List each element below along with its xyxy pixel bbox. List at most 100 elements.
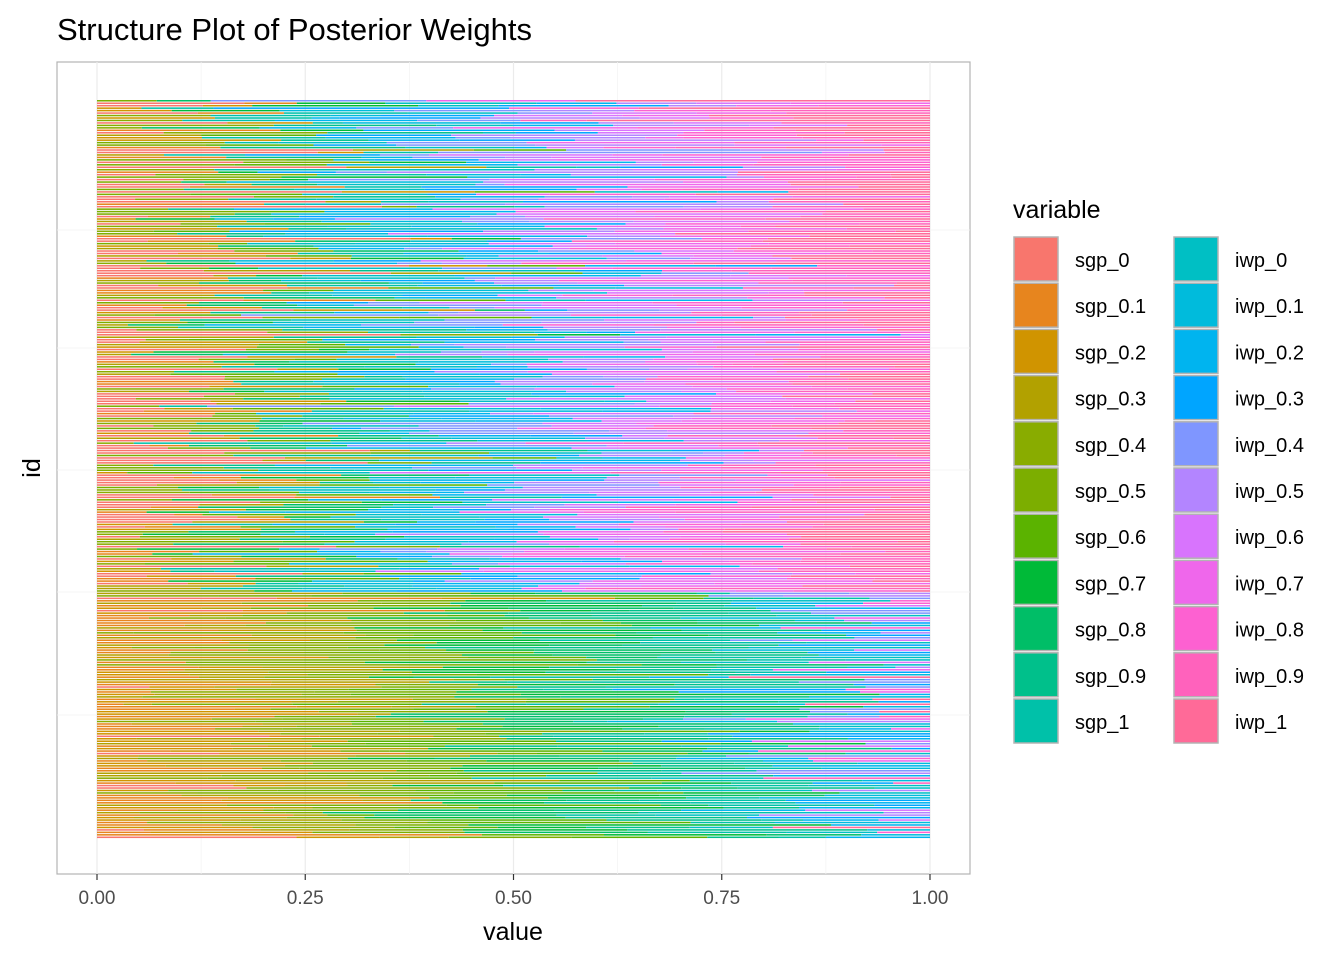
bar-segment	[140, 267, 210, 270]
bar-segment	[168, 208, 234, 210]
bar-segment	[252, 104, 419, 107]
bar-segment	[416, 336, 512, 339]
bar-segment	[97, 245, 219, 247]
bar-segment	[839, 373, 930, 375]
bar-segment	[97, 715, 275, 718]
bar-segment	[301, 738, 507, 740]
bar-segment	[476, 673, 709, 676]
bar-segment	[189, 614, 243, 617]
bar-segment	[494, 538, 599, 541]
bar-segment	[267, 331, 369, 334]
bar-segment	[311, 745, 445, 747]
bar-segment	[282, 540, 355, 543]
bar-segment	[562, 789, 615, 792]
bar-segment	[356, 127, 454, 129]
bar-segment	[349, 651, 534, 654]
bar-segment	[365, 742, 721, 745]
bar-segment	[97, 577, 256, 580]
bar-segment	[294, 188, 425, 191]
bar-segment	[541, 321, 697, 324]
legend-label: iwp_0.3	[1235, 389, 1304, 411]
bar-segment	[664, 198, 774, 201]
bars-group	[97, 100, 930, 839]
bar-segment	[641, 188, 683, 191]
bar-segment	[241, 314, 439, 316]
bar-segment	[503, 784, 809, 787]
bar-segment	[756, 607, 930, 609]
bar-segment	[773, 774, 930, 777]
bar-segment	[781, 471, 930, 474]
bar-segment	[871, 622, 930, 624]
bar-segment	[505, 299, 586, 302]
bar-segment	[127, 324, 205, 326]
bar-segment	[798, 188, 930, 191]
bar-segment	[351, 723, 483, 725]
bar-segment	[492, 457, 557, 459]
bar-segment	[364, 816, 566, 819]
bar-segment	[369, 161, 467, 164]
bar-segment	[685, 383, 793, 385]
bar-segment	[826, 548, 930, 550]
legend-key	[1173, 421, 1219, 467]
bar-segment	[622, 644, 779, 646]
bar-segment	[183, 188, 295, 191]
bar-segment	[255, 577, 400, 580]
bar-segment	[753, 597, 870, 600]
bar-segment	[792, 196, 930, 198]
bar-segment	[411, 225, 545, 228]
bar-segment	[785, 319, 858, 321]
bar-segment	[336, 358, 549, 361]
bar-segment	[488, 242, 616, 245]
bar-segment	[97, 242, 209, 245]
bar-segment	[514, 481, 659, 484]
bar-segment	[241, 383, 325, 385]
bar-segment	[97, 154, 165, 156]
bar-segment	[579, 454, 725, 457]
bar-segment	[182, 489, 270, 491]
bar-segment	[221, 799, 363, 802]
bar-segment	[142, 696, 455, 698]
bar-segment	[567, 309, 660, 311]
bar-segment	[712, 649, 855, 651]
bar-segment	[190, 193, 303, 196]
bar-segment	[625, 563, 753, 565]
legend-label: iwp_0	[1235, 250, 1287, 272]
bar-segment	[752, 366, 895, 368]
bar-segment	[627, 186, 859, 188]
bar-segment	[309, 568, 400, 570]
bar-segment	[214, 117, 312, 119]
bar-segment	[239, 538, 386, 541]
bar-segment	[97, 494, 212, 496]
bar-segment	[543, 688, 613, 691]
bar-segment	[232, 407, 384, 410]
bar-segment	[428, 154, 613, 156]
bar-segment	[97, 526, 145, 528]
bar-segment	[364, 366, 477, 368]
bar-segment	[474, 309, 525, 311]
bar-segment	[209, 385, 323, 388]
bar-segment	[459, 139, 575, 141]
bar-segment	[324, 533, 376, 536]
bar-segment	[370, 452, 490, 454]
bar-segment	[234, 708, 271, 710]
bar-segment	[401, 437, 452, 440]
bar-segment	[97, 151, 318, 154]
bar-segment	[233, 560, 428, 563]
bar-segment	[235, 575, 381, 577]
bar-segment	[97, 757, 138, 760]
bar-segment	[737, 171, 930, 173]
bar-segment	[337, 373, 480, 375]
bar-segment	[479, 568, 778, 570]
legend-key	[1013, 467, 1059, 513]
legend-key	[1173, 559, 1219, 606]
bar-segment	[97, 304, 187, 306]
bar-segment	[549, 193, 696, 196]
bar-segment	[97, 499, 172, 501]
bar-segment	[379, 380, 495, 383]
bar-segment	[672, 294, 805, 297]
bar-segment	[281, 139, 369, 141]
bar-segment	[556, 814, 656, 816]
bar-segment	[549, 536, 681, 538]
bar-segment	[496, 213, 823, 215]
bar-segment	[184, 624, 246, 627]
